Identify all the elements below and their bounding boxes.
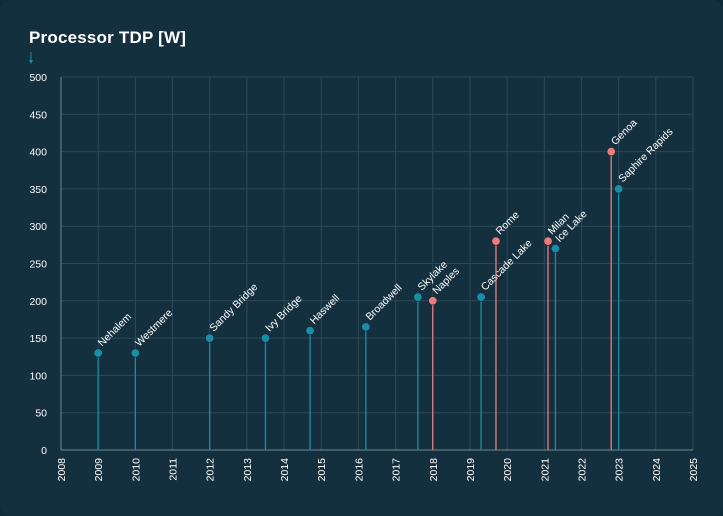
data-point xyxy=(606,147,616,157)
x-tick-label: 2008 xyxy=(56,458,68,482)
x-tick-label: 2018 xyxy=(428,458,440,482)
data-point xyxy=(543,236,553,246)
y-tick-label: 50 xyxy=(35,408,47,420)
x-tick-label: 2017 xyxy=(391,458,403,482)
x-tick-label: 2013 xyxy=(242,458,254,482)
y-tick-label: 200 xyxy=(29,296,47,308)
x-tick-label: 2019 xyxy=(465,458,477,482)
x-tick-label: 2023 xyxy=(614,458,626,482)
x-tick-label: 2022 xyxy=(576,458,588,482)
data-label: Sandy Bridge xyxy=(207,281,260,334)
y-tick-label: 500 xyxy=(29,72,47,84)
y-tick-label: 150 xyxy=(29,333,47,345)
x-tick-label: 2020 xyxy=(502,458,514,482)
y-tick-label: 100 xyxy=(29,370,47,382)
y-tick-label: 450 xyxy=(29,109,47,121)
x-tick-label: 2012 xyxy=(205,458,217,482)
data-point xyxy=(130,348,140,358)
data-point xyxy=(305,326,315,336)
data-point xyxy=(491,236,501,246)
data-label: Genoa xyxy=(609,117,640,148)
data-point xyxy=(614,184,624,194)
x-tick-label: 2021 xyxy=(539,458,551,482)
data-point xyxy=(260,333,270,343)
data-point xyxy=(428,296,438,306)
data-point xyxy=(93,348,103,358)
chart-title: Processor TDP [W] xyxy=(29,28,187,47)
data-label: Westmere xyxy=(133,307,175,349)
data-label: Rome xyxy=(494,209,522,237)
x-tick-label: 2014 xyxy=(279,458,291,482)
x-tick-label: 2011 xyxy=(168,458,180,481)
data-point xyxy=(476,292,486,302)
title-marker-arrow xyxy=(29,60,33,64)
x-tick-label: 2024 xyxy=(651,458,663,482)
data-point xyxy=(550,244,560,254)
y-tick-label: 400 xyxy=(29,147,47,159)
y-tick-label: 300 xyxy=(29,221,47,233)
data-point xyxy=(413,292,423,302)
x-tick-label: 2025 xyxy=(688,458,700,482)
x-tick-label: 2016 xyxy=(353,458,365,482)
y-tick-label: 350 xyxy=(29,184,47,196)
y-tick-label: 0 xyxy=(41,445,47,457)
data-label: Broadwell xyxy=(363,282,404,323)
x-tick-label: 2009 xyxy=(93,458,105,482)
data-label: Haswell xyxy=(308,292,342,326)
data-label: Nehalem xyxy=(96,311,134,349)
x-tick-label: 2010 xyxy=(130,458,142,482)
y-tick-label: 250 xyxy=(29,259,47,271)
data-point xyxy=(361,322,371,332)
x-tick-label: 2015 xyxy=(316,458,328,482)
data-point xyxy=(205,333,215,343)
